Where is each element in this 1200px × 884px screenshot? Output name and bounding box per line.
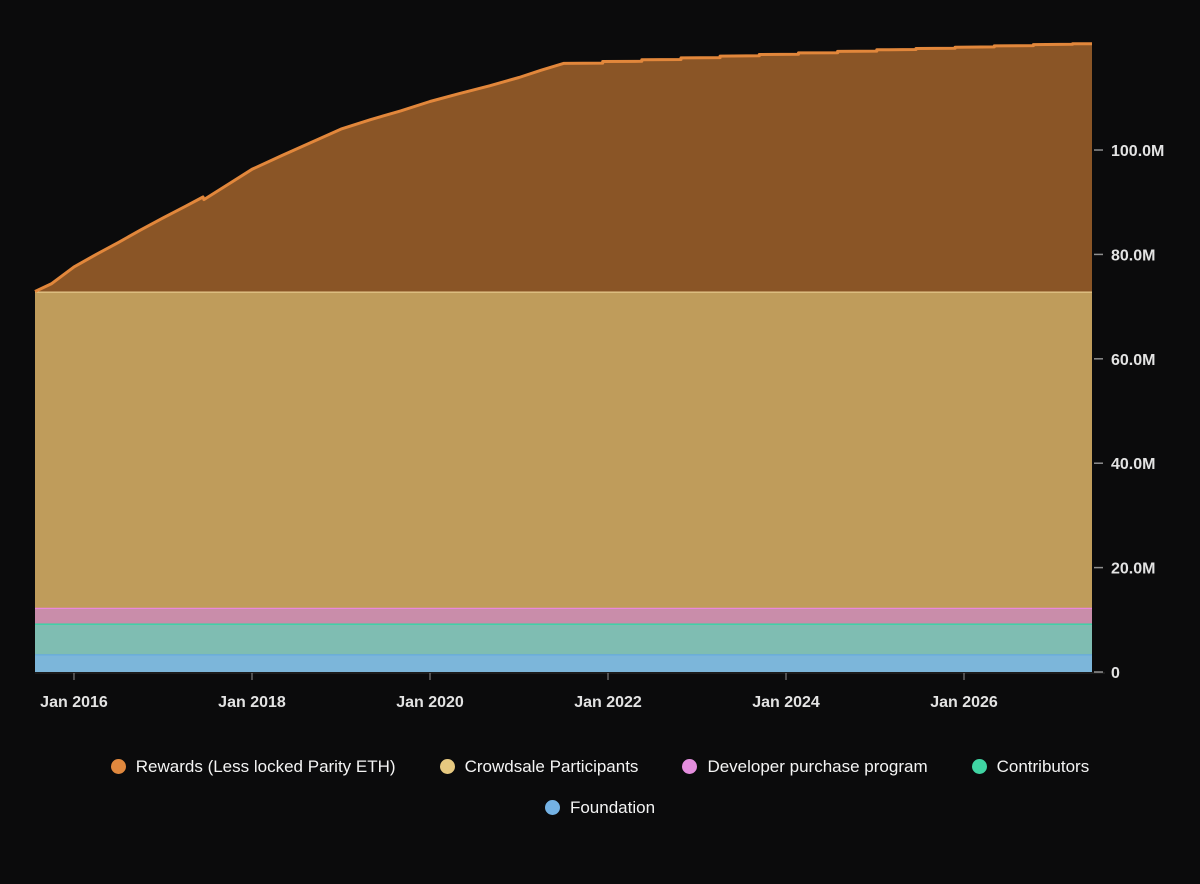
chart-plot: Jan 2016 Jan 2018 Jan 2020 Jan 2022 Jan 2024… <box>34 42 1164 711</box>
line-rewards-less-locked-parity-eth- <box>34 42 1092 293</box>
stacked-area-chart: Jan 2016 Jan 2018 Jan 2020 Jan 2022 Jan 2024… <box>34 42 1164 711</box>
legend-dot-icon <box>544 800 560 815</box>
y-tick-label: 40.0M <box>1111 456 1155 473</box>
legend-dot-icon <box>110 759 126 774</box>
area-developer-purchase-program <box>35 607 1092 624</box>
legend-item-rewards-less-locked-parity-eth-[interactable]: Rewards (Less locked Parity ETH) <box>110 757 396 776</box>
legend-item-contributors[interactable]: Contributors <box>971 757 1090 776</box>
legend-label: Crowdsale Participants <box>464 757 639 776</box>
y-tick-label: 60.0M <box>1111 352 1155 369</box>
legend-item-foundation[interactable]: Foundation <box>544 798 656 817</box>
x-tick-label: Jan 2018 <box>218 694 286 711</box>
legend-dot-icon <box>439 759 455 774</box>
legend-label: Contributors <box>996 757 1090 776</box>
legend-row-1: Rewards (Less locked Parity ETH) Crowdsal… <box>110 757 1090 776</box>
x-tick-label: Jan 2022 <box>574 694 642 711</box>
area-foundation <box>35 654 1092 672</box>
legend-label: Foundation <box>569 798 656 817</box>
y-tick-label: 0 <box>1111 665 1120 682</box>
legend-label: Rewards (Less locked Parity ETH) <box>135 757 396 776</box>
y-tick-label: 20.0M <box>1111 561 1155 578</box>
area-rewards-less-locked-parity-eth- <box>35 43 1092 292</box>
legend-row-2: Foundation <box>544 798 656 817</box>
chart-legend: Rewards (Less locked Parity ETH) Crowdsal… <box>0 758 1200 816</box>
x-tick-label: Jan 2016 <box>40 694 108 711</box>
legend-item-developer-purchase-program[interactable]: Developer purchase program <box>682 757 928 776</box>
y-tick-label: 100.0M <box>1111 143 1164 160</box>
area-crowdsale-participants <box>35 291 1092 608</box>
x-tick-label: Jan 2026 <box>930 694 998 711</box>
x-tick-label: Jan 2024 <box>752 694 820 711</box>
legend-dot-icon <box>682 759 698 774</box>
area-contributors <box>35 623 1092 655</box>
legend-label: Developer purchase program <box>707 757 928 776</box>
legend-item-crowdsale-participants[interactable]: Crowdsale Participants <box>439 757 639 776</box>
legend-dot-icon <box>971 759 987 774</box>
x-tick-label: Jan 2020 <box>396 694 464 711</box>
y-tick-label: 80.0M <box>1111 247 1155 264</box>
